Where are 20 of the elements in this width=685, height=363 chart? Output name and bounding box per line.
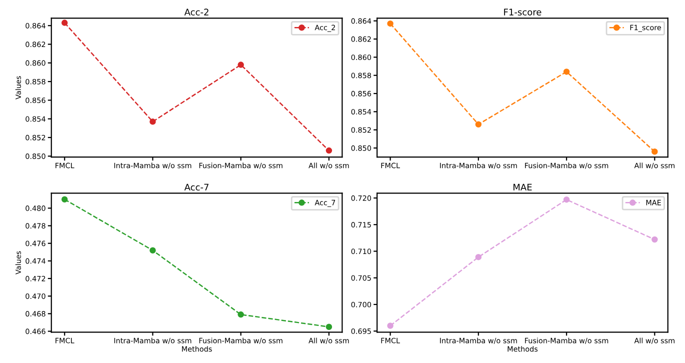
chart-title: Acc-2 [184,8,208,16]
point [150,118,156,125]
point [387,322,394,329]
chart-title: F1-score [504,8,542,16]
chart-title: MAE [514,184,532,190]
point [652,148,658,155]
point [475,121,482,128]
point [326,324,332,330]
point [387,20,394,27]
point [238,62,244,68]
point [563,68,570,75]
point [150,247,156,254]
point [563,196,570,203]
point [326,147,332,154]
point [61,20,68,26]
chart-title: Acc-7 [184,184,208,191]
point [61,196,68,202]
point [652,236,658,243]
point [238,311,244,318]
point [475,254,482,260]
